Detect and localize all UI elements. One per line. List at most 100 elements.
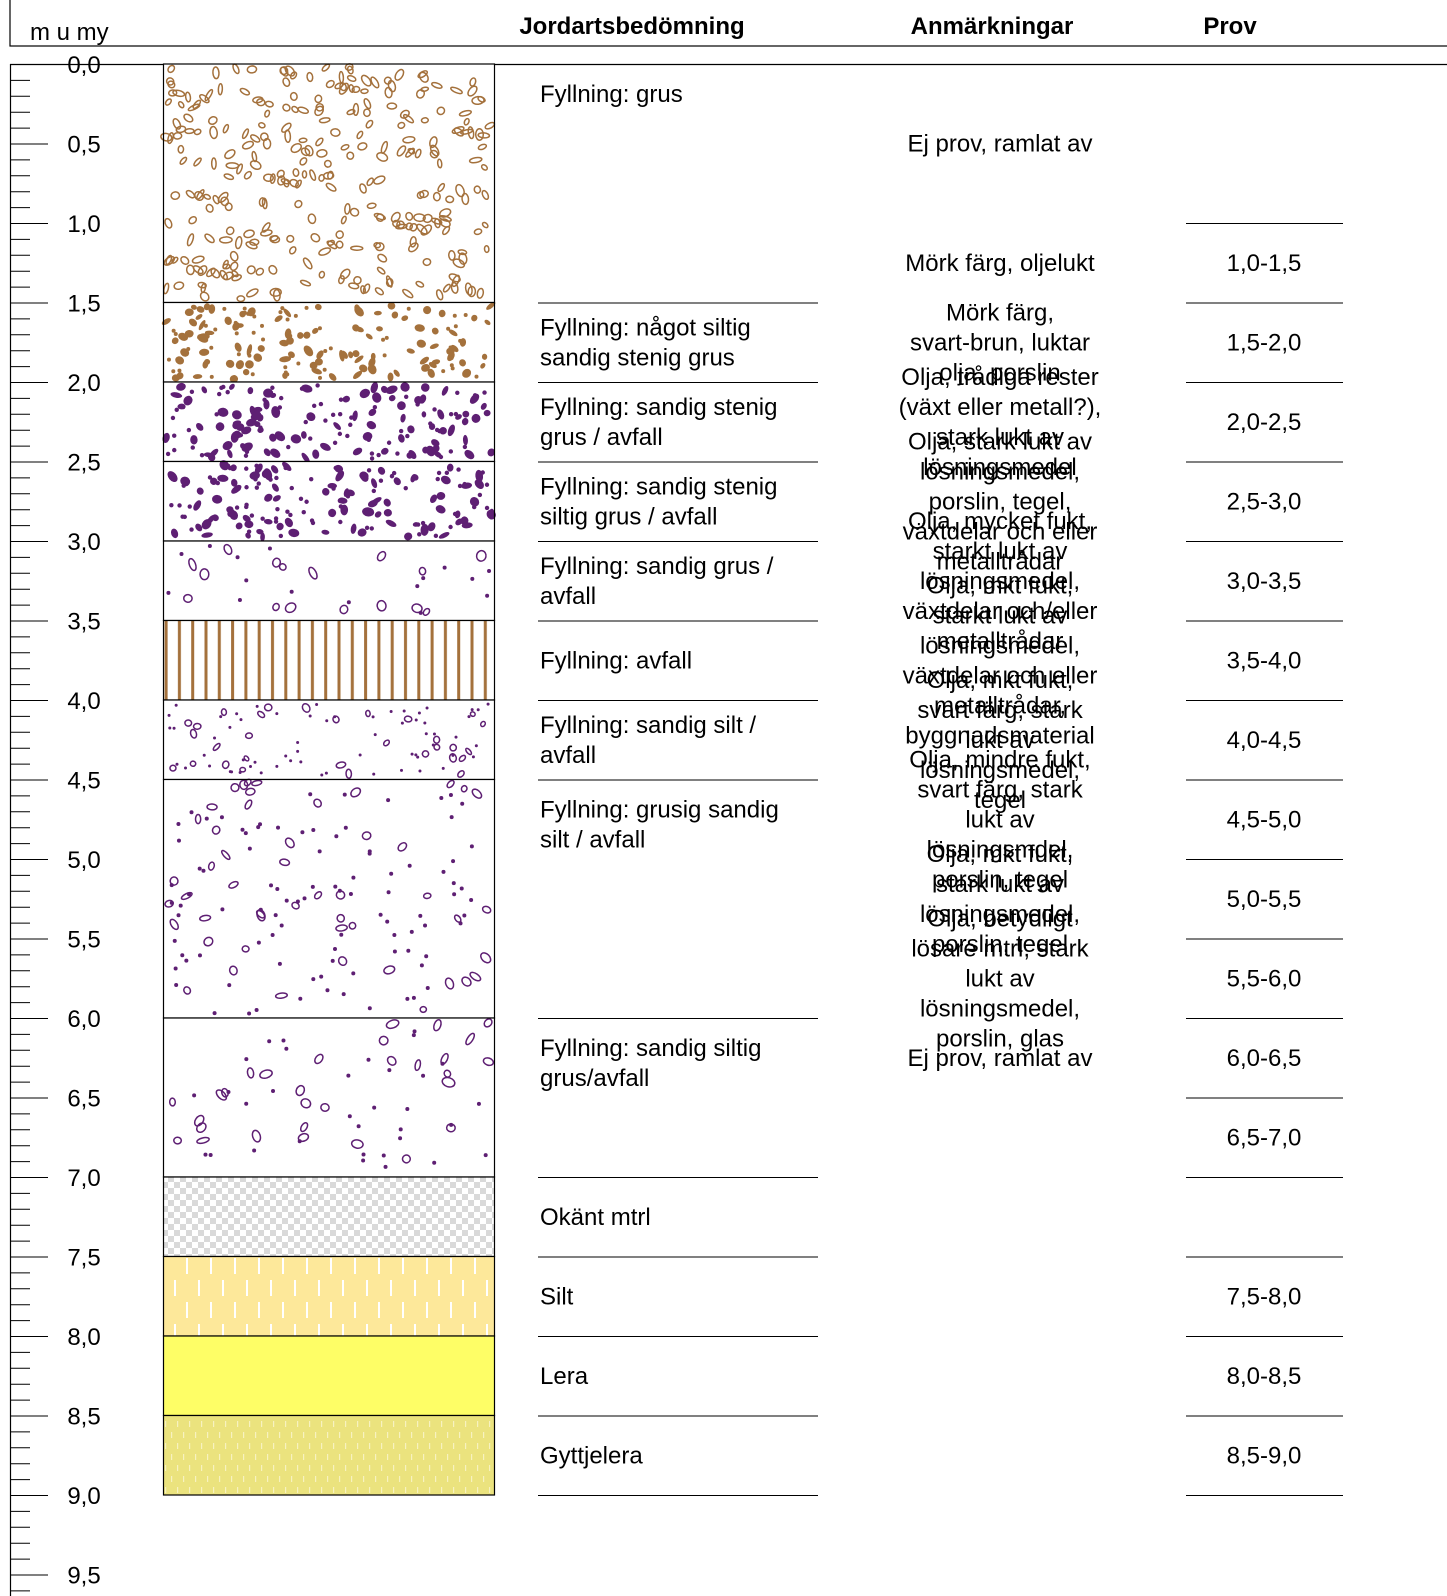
stone-mark (313, 891, 323, 900)
stone-mark (469, 77, 477, 87)
stone-mark (475, 549, 487, 562)
stone-mark (363, 108, 371, 118)
sand-dot (176, 838, 181, 843)
layer-clay (162, 1335, 496, 1417)
stone-mark (374, 287, 385, 296)
sand-dot (412, 1029, 417, 1034)
sand-dot (311, 828, 316, 833)
layer-fill (163, 1336, 495, 1416)
stone-mark (243, 170, 253, 180)
stone-mark (467, 285, 477, 298)
sand-dot (219, 715, 223, 719)
stone-mark (175, 356, 185, 365)
remark-text: lukt av (965, 727, 1034, 754)
sand-dot (358, 753, 362, 757)
sand-dot (248, 765, 252, 769)
sand-dot (421, 576, 426, 581)
stone-mark (360, 285, 367, 295)
stone-mark (225, 226, 235, 236)
stone-mark (420, 383, 430, 392)
stone-mark (217, 474, 229, 482)
sand-dot (242, 306, 247, 311)
stone-mark (183, 113, 194, 123)
stone-mark (196, 487, 204, 495)
layer-fill (163, 1415, 495, 1495)
sand-dot (172, 433, 177, 438)
stone-mark (259, 132, 269, 142)
stone-mark (429, 343, 439, 350)
stone-mark (215, 1089, 228, 1101)
sand-dot (270, 385, 275, 390)
stone-mark (190, 304, 197, 310)
stone-mark (176, 382, 186, 391)
scale-label: 8,0 (67, 1324, 100, 1351)
stone-mark (180, 255, 190, 265)
stone-mark (259, 1069, 273, 1079)
stone-mark (365, 119, 374, 129)
sand-dot (315, 702, 319, 706)
stone-mark (282, 77, 291, 87)
stone-mark (354, 355, 364, 364)
stone-mark (397, 121, 406, 129)
sand-dot (302, 896, 307, 901)
stone-mark (188, 557, 197, 572)
sand-dot (420, 520, 426, 526)
stone-mark (383, 508, 392, 517)
stone-mark (244, 799, 253, 810)
sand-dot (361, 1158, 366, 1163)
sand-dot (373, 733, 377, 737)
stone-mark (337, 956, 348, 967)
stone-mark (430, 494, 438, 504)
stone-mark (383, 965, 396, 975)
stone-mark (416, 223, 428, 235)
stone-mark (474, 479, 484, 489)
stone-mark (355, 326, 364, 333)
stone-mark (165, 77, 175, 86)
stone-mark (459, 338, 467, 347)
stone-mark (465, 1032, 476, 1046)
stone-mark (243, 755, 250, 762)
stone-mark (396, 220, 406, 229)
sand-dot (411, 995, 416, 1000)
layer-fill (163, 779, 495, 1018)
scale-label: 6,5 (67, 1086, 100, 1113)
stone-mark (199, 914, 212, 922)
sand-dot (455, 390, 460, 396)
sand-dot (315, 383, 320, 388)
sand-dot (252, 314, 257, 319)
sand-dot (285, 509, 290, 514)
stone-mark (310, 233, 321, 243)
stone-mark (433, 743, 441, 751)
stone-mark (218, 236, 233, 244)
stone-mark (462, 434, 468, 446)
stone-mark (192, 265, 204, 275)
stone-mark (253, 406, 263, 413)
stone-mark (220, 708, 228, 717)
stone-mark (335, 230, 345, 240)
stone-mark (326, 240, 338, 250)
layer-brown-stones (161, 301, 496, 383)
stone-mark (385, 519, 397, 527)
sand-dot (197, 953, 202, 958)
stone-mark (307, 213, 317, 225)
sand-dot (325, 719, 329, 723)
sand-dot (227, 983, 232, 988)
sand-dot (201, 868, 206, 873)
stone-mark (297, 106, 310, 115)
stone-mark (454, 510, 461, 519)
sand-dot (258, 425, 263, 430)
stone-mark (177, 403, 186, 410)
sand-dot (337, 888, 342, 893)
stone-mark (405, 211, 414, 221)
stone-mark (191, 255, 205, 264)
stone-mark (308, 566, 318, 580)
stone-mark (406, 348, 415, 354)
remark-text: byggnadsmaterial (905, 722, 1094, 749)
stone-mark (223, 543, 233, 556)
stone-mark (473, 228, 483, 236)
sand-dot (441, 369, 446, 374)
sand-dot (448, 449, 454, 454)
stone-mark (410, 474, 417, 483)
stone-mark (179, 156, 188, 165)
sand-dot (301, 510, 306, 515)
